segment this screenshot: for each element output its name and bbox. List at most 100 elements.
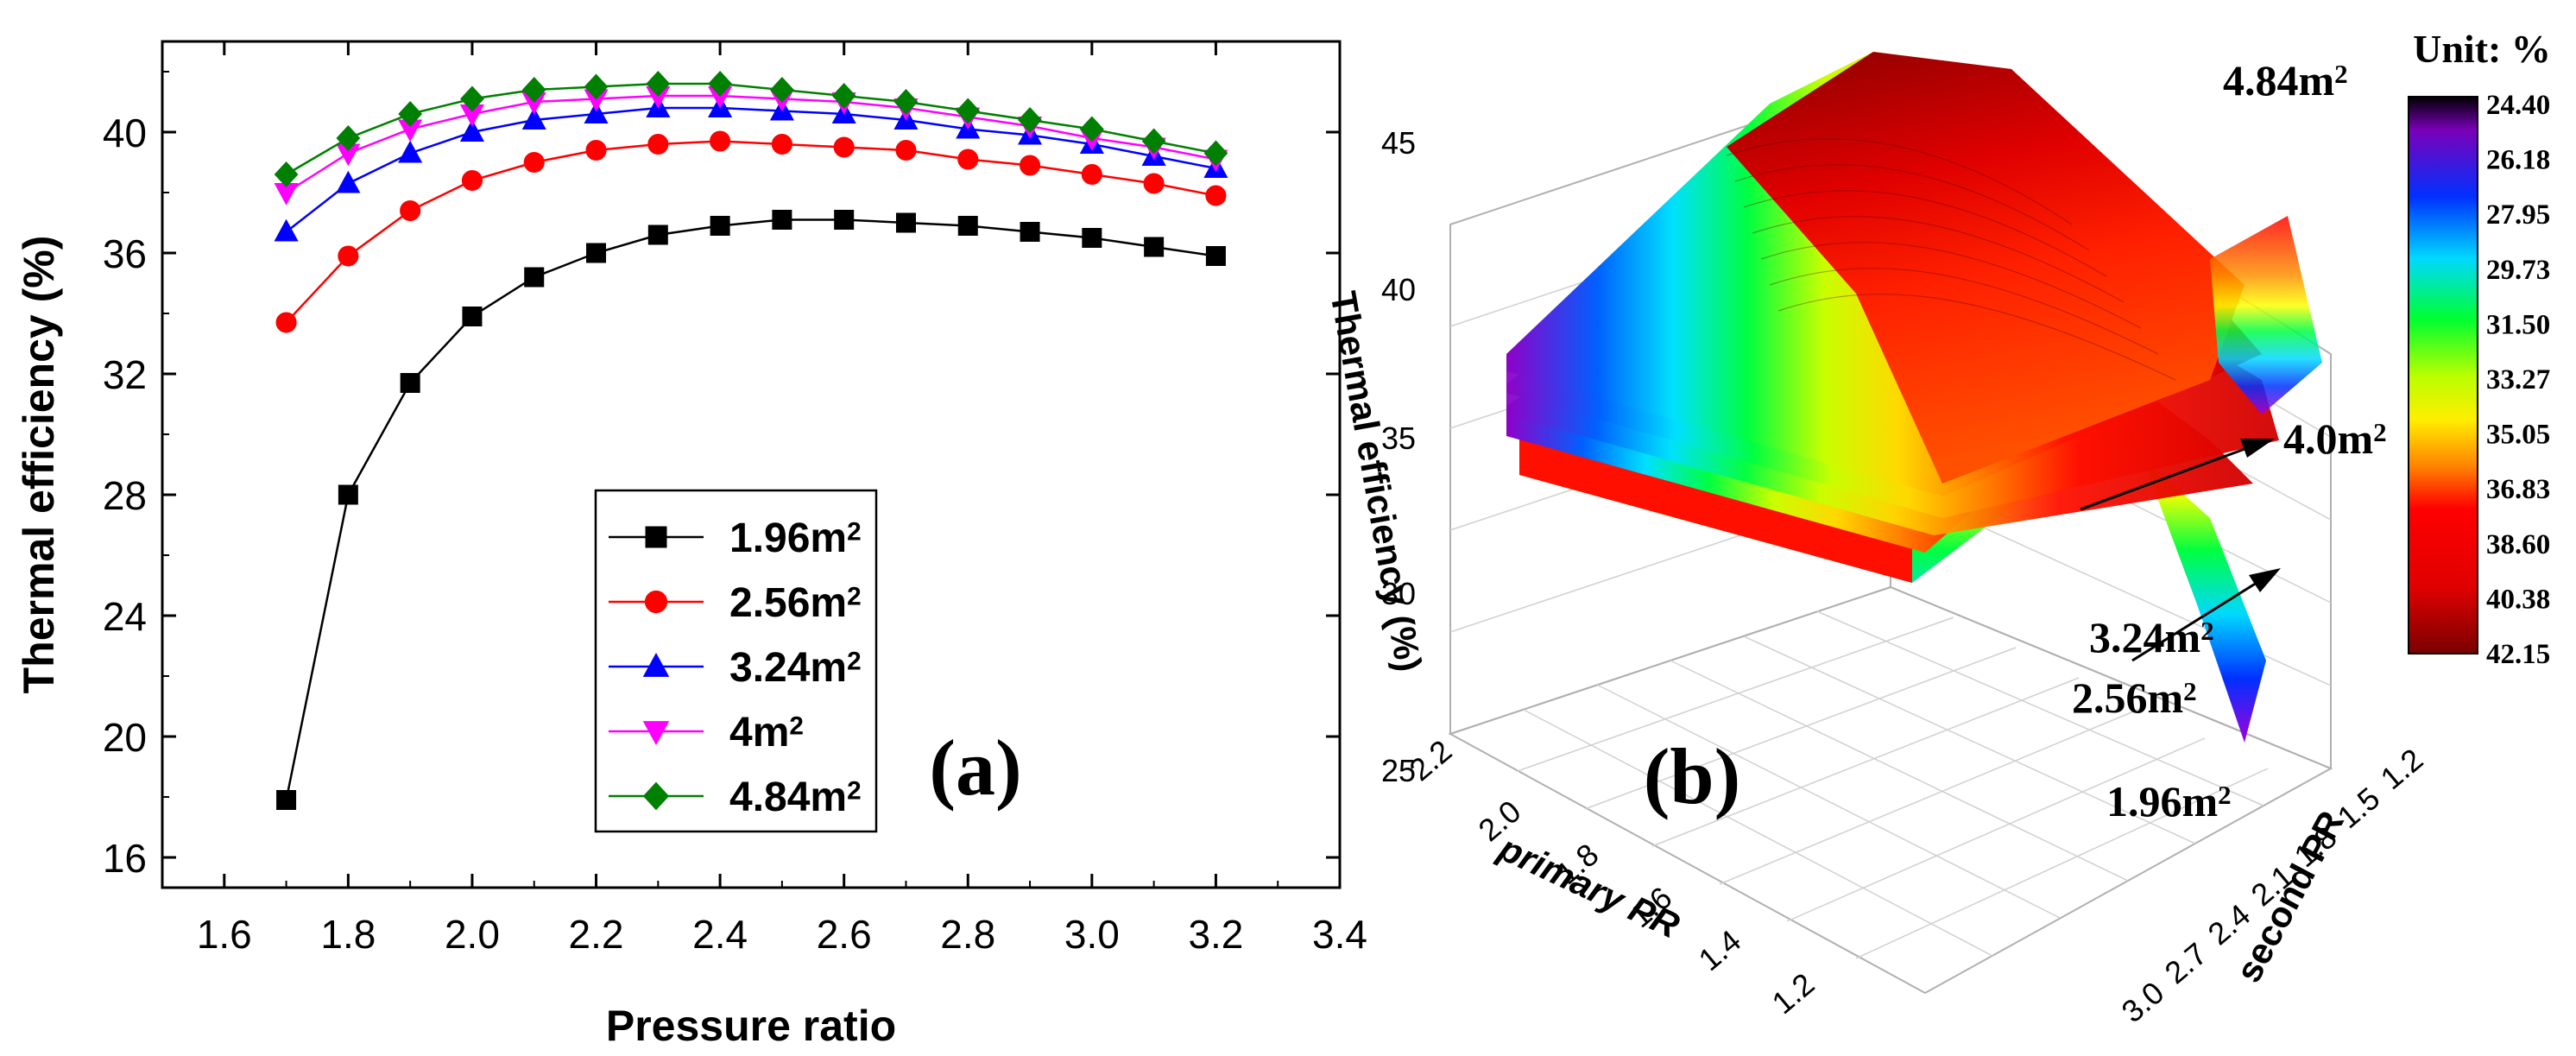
data-point [1205, 246, 1226, 266]
panel-b-surfaces [1506, 52, 2322, 743]
data-point [459, 119, 484, 142]
legend-label: 4.84m2 [729, 775, 862, 820]
legend-entry: 2.56m2 [609, 580, 862, 626]
series-2 [275, 130, 1227, 333]
colorbar-labels: 24.40 26.18 27.95 29.73 31.50 33.27 35.05 36.83… [2486, 90, 2550, 670]
data-point [646, 70, 671, 98]
surface-mesh-lines [1726, 138, 2176, 381]
second-tick-label: 2.7 [2158, 936, 2214, 991]
panel-a-series-group [274, 70, 1228, 810]
data-point [831, 82, 856, 110]
panel-a-y-tick-labels: 16 20 24 28 32 36 40 [103, 111, 147, 881]
x-tick-label: 3.2 [1188, 912, 1243, 957]
panel-b-z-tick-labels: 25 30 35 40 45 [1381, 125, 1416, 788]
annotation-arrowhead-4-0 [2240, 439, 2275, 458]
y-tick-label: 36 [103, 231, 147, 276]
data-point [1144, 237, 1165, 257]
data-point [336, 170, 361, 193]
legend-entry: 4m2 [609, 710, 804, 756]
legend-entry: 4.84m2 [609, 775, 862, 820]
panel-a-x-axis-label: Pressure ratio [606, 1002, 896, 1050]
annotation-4-0: 4.0m2 [2283, 414, 2387, 463]
colorbar-label: 29.73 [2486, 255, 2550, 286]
data-point [1082, 228, 1102, 248]
y-tick-label: 16 [103, 836, 147, 881]
data-point [708, 70, 732, 98]
data-point [584, 101, 609, 123]
colorbar-label: 24.40 [2486, 90, 2550, 121]
data-point [710, 216, 730, 236]
data-point [521, 76, 546, 104]
data-point [584, 73, 609, 100]
surface-4-84-top [1727, 52, 2245, 484]
annotation-arrow-2-56 [2131, 572, 2271, 662]
colorbar-title: Unit: % [2413, 27, 2551, 71]
annotation-arrowhead-2-56 [2249, 568, 2281, 592]
legend-label: 2.56m2 [729, 580, 862, 626]
data-point [461, 169, 483, 192]
panel-a-label: (a) [929, 724, 1021, 812]
data-point [771, 133, 792, 155]
data-point [1020, 155, 1041, 176]
x-tick-label: 3.0 [1064, 912, 1120, 957]
data-point [956, 98, 981, 124]
colorbar-label: 35.05 [2486, 420, 2550, 451]
y-tick-label: 40 [103, 111, 147, 155]
panel-a-plot-frame [161, 40, 1342, 889]
data-point [523, 151, 545, 174]
data-point [772, 210, 792, 230]
panel-a-y-axis-label: Thermal efficiency (%) [15, 236, 63, 694]
z-tick-label: 30 [1381, 576, 1416, 611]
colorbar-label: 38.60 [2486, 529, 2550, 560]
series-1 [276, 210, 1226, 810]
series-line [285, 82, 1216, 176]
panel-a-legend-box [594, 489, 878, 833]
data-point [833, 136, 855, 158]
data-point [275, 312, 297, 333]
x-tick-label: 2.0 [445, 912, 500, 957]
data-point [1203, 140, 1228, 167]
series-5 [274, 70, 1228, 188]
z-tick-label: 35 [1381, 421, 1416, 456]
panel-b-floor [1448, 585, 2333, 995]
data-point [1079, 116, 1104, 142]
z-tick-label: 25 [1381, 753, 1416, 788]
legend-marker [644, 590, 668, 614]
data-point [1205, 185, 1227, 206]
legend-label: 3.24m2 [729, 645, 862, 691]
data-point [524, 267, 545, 288]
series-line [285, 94, 1216, 194]
colorbar-label: 36.83 [2486, 474, 2550, 505]
data-point [462, 307, 483, 326]
data-point [274, 218, 299, 242]
z-tick-label: 45 [1381, 125, 1416, 161]
data-point [274, 161, 299, 188]
panel-b-y-axis-label: second PR [2227, 804, 2351, 989]
annotation-3-24: 3.24m2 [2089, 613, 2214, 661]
y-tick-label: 32 [103, 352, 147, 397]
panel-a-x-tick-labels: 1.6 1.8 2.0 2.2 2.4 2.6 2.8 3.0 3.2 3.4 [197, 912, 1367, 957]
surface-back-flare [2210, 216, 2322, 414]
second-tick-label: 1.2 [2374, 742, 2430, 797]
data-point [460, 85, 484, 112]
data-point [834, 210, 855, 230]
data-point [276, 790, 297, 810]
data-point [893, 88, 919, 116]
colorbar-label: 42.15 [2486, 639, 2550, 670]
z-tick-label: 40 [1381, 272, 1416, 307]
data-point [336, 124, 361, 152]
colorbar-label: 40.38 [2486, 584, 2550, 615]
data-point [770, 76, 794, 104]
data-point [1020, 222, 1040, 242]
annotation-arrow-4-0 [2080, 440, 2264, 511]
data-point [338, 245, 359, 267]
colorbar-gradient [2408, 96, 2478, 654]
data-point [398, 140, 423, 163]
series-line [285, 106, 1216, 233]
data-point [1018, 106, 1042, 134]
panel-a-legend: 1.96m2 2.56m2 3.24m2 4m2 4.84m2 [594, 489, 878, 833]
primary-tick-label: 1.4 [1692, 923, 1748, 978]
legend-entry: 1.96m2 [609, 515, 862, 561]
